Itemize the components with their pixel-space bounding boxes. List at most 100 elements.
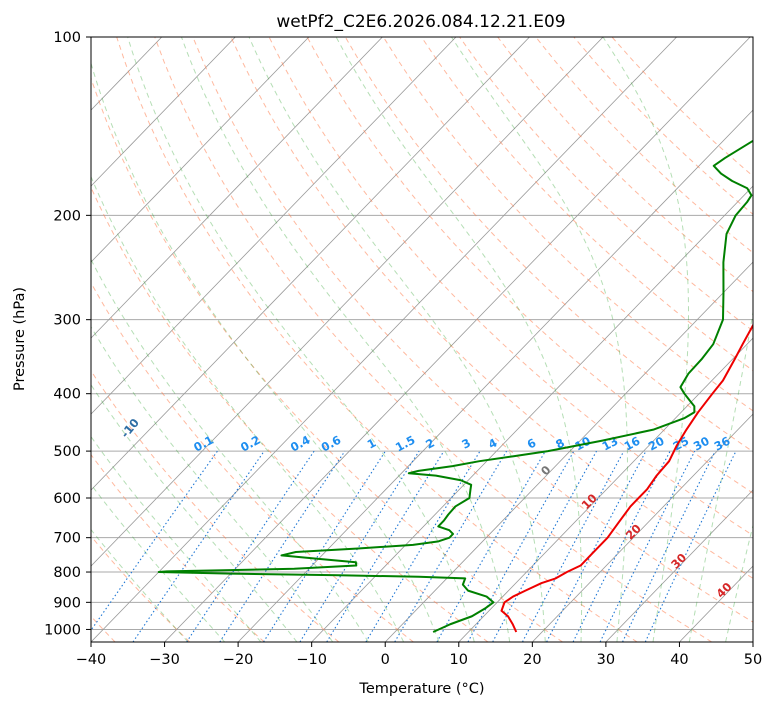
isotherm-line [311, 185, 753, 642]
isotherm-line [752, 641, 753, 642]
x-tick-label: 10 [450, 652, 468, 668]
dry-adiabat-line [421, 37, 753, 372]
moist-adiabat-line [725, 523, 753, 642]
moist-adiabat-line [91, 483, 226, 642]
moist-adiabat-line [91, 435, 262, 642]
isotherm-line [532, 413, 753, 642]
mixing-ratio-line [186, 450, 315, 642]
mixing-ratio-line [492, 450, 598, 642]
mixing-ratio-line [326, 450, 445, 642]
dry-adiabat-line [497, 37, 753, 293]
y-tick-label: 300 [53, 313, 81, 329]
dry-adiabat-line [192, 37, 753, 623]
x-tick-label: 0 [381, 652, 390, 668]
y-tick-label: 200 [53, 208, 81, 224]
y-tick-label: 700 [53, 531, 81, 547]
dry-adiabat-line [154, 37, 713, 642]
moist-adiabat-line [91, 175, 405, 642]
mixing-ratio-line [644, 450, 737, 642]
isotherm-label: 40 [713, 580, 734, 601]
profiles [157, 139, 753, 633]
y-tick-label: 900 [53, 595, 81, 611]
mixing-ratio-line [572, 450, 671, 642]
x-tick-label: 40 [670, 652, 688, 668]
mixing-ratio-label: 3 [459, 436, 473, 452]
isotherm-line [458, 337, 753, 642]
moist-adiabat-line [91, 325, 334, 642]
mixing-ratio-label: 4 [486, 436, 500, 452]
isotherm-line [605, 489, 753, 642]
isotherm-line [91, 37, 604, 567]
dry-adiabat-line [116, 37, 638, 642]
dry-adiabat-line [91, 369, 340, 642]
x-tick-label: −30 [149, 652, 180, 668]
y-axis-label: Pressure (hPa) [12, 287, 28, 391]
x-tick-label: 50 [744, 652, 762, 668]
mixing-ratio-line [132, 450, 265, 642]
moist-adiabat-line [91, 61, 440, 642]
dry-adiabat-line [306, 37, 753, 494]
dry-adiabat-line [91, 76, 563, 642]
dry-adiabat-line [91, 453, 265, 642]
y-tick-label: 1000 [44, 622, 81, 638]
moist-adiabat-line [335, 37, 583, 642]
isotherm-label: 0 [538, 463, 554, 479]
mixing-ratio-label: 1 [365, 436, 379, 452]
moist-adiabat-line [602, 37, 689, 642]
isotherm-line [237, 109, 753, 642]
x-tick-label: 20 [523, 652, 541, 668]
dry-adiabat-line [535, 37, 753, 254]
isotherm-line [91, 37, 383, 339]
dewpoint-profile [157, 139, 753, 633]
x-tick-label: −10 [296, 652, 327, 668]
y-tick-label: 500 [53, 444, 81, 460]
dry-adiabat-line [382, 37, 753, 412]
moist-adiabat-line [91, 383, 298, 642]
mixing-ratio-label: 6 [525, 436, 539, 452]
dry-adiabat-label: -10 [118, 416, 142, 441]
isotherm-line [91, 37, 236, 187]
dry-adiabat-line [459, 37, 753, 332]
dry-adiabat-line [268, 37, 753, 536]
moist-adiabat-line [91, 528, 189, 642]
y-axis-ticks: 1000 900 800 700 600 500 400 300 200 100 [44, 30, 91, 638]
mixing-ratio-label: 16 [622, 434, 643, 454]
inline-line-labels: 0.10.20.40.611.52346810131620253036-100-… [118, 416, 735, 601]
plot-frame [90, 36, 754, 643]
background-lines [91, 37, 753, 642]
x-tick-label: −40 [76, 652, 107, 668]
mixing-ratio-line [91, 450, 218, 632]
mixing-ratio-line [622, 450, 716, 642]
y-tick-label: 800 [53, 565, 81, 581]
mixing-ratio-line [521, 450, 625, 642]
mixing-ratio-line [436, 450, 546, 642]
x-tick-label: 30 [597, 652, 615, 668]
mixing-ratio-label: 36 [712, 434, 733, 454]
moist-adiabat-line [451, 37, 628, 642]
isotherm-line [91, 37, 457, 415]
y-tick-label: 400 [53, 387, 81, 403]
isotherm-label: 10 [579, 491, 600, 512]
y-tick-label: 100 [53, 30, 81, 46]
dry-adiabat-line [91, 281, 414, 642]
isotherm-line [384, 261, 753, 642]
isotherm-line [91, 37, 310, 263]
isotherm-line [164, 37, 751, 642]
mixing-ratio-label: 30 [691, 434, 712, 454]
x-axis-ticks: −40 −30 −20 −10 0 10 20 30 40 50 [76, 642, 762, 668]
x-tick-label: −20 [223, 652, 254, 668]
moist-adiabat-line [248, 37, 546, 642]
dry-adiabat-line [91, 186, 489, 642]
moist-adiabat-line [180, 37, 511, 642]
x-axis-label: Temperature (°C) [358, 681, 484, 697]
isotherm-line [91, 37, 530, 491]
mixing-ratio-line [467, 450, 575, 642]
mixing-ratio-line [546, 450, 647, 642]
isotherm-line [91, 37, 677, 642]
mixing-ratio-line [219, 450, 346, 642]
plot-area: 0.10.20.40.611.52346810131620253036-100-… [90, 36, 754, 643]
moist-adiabat-line [688, 309, 753, 642]
mixing-ratio-label: 20 [646, 434, 667, 454]
mixing-ratio-line [599, 450, 696, 642]
